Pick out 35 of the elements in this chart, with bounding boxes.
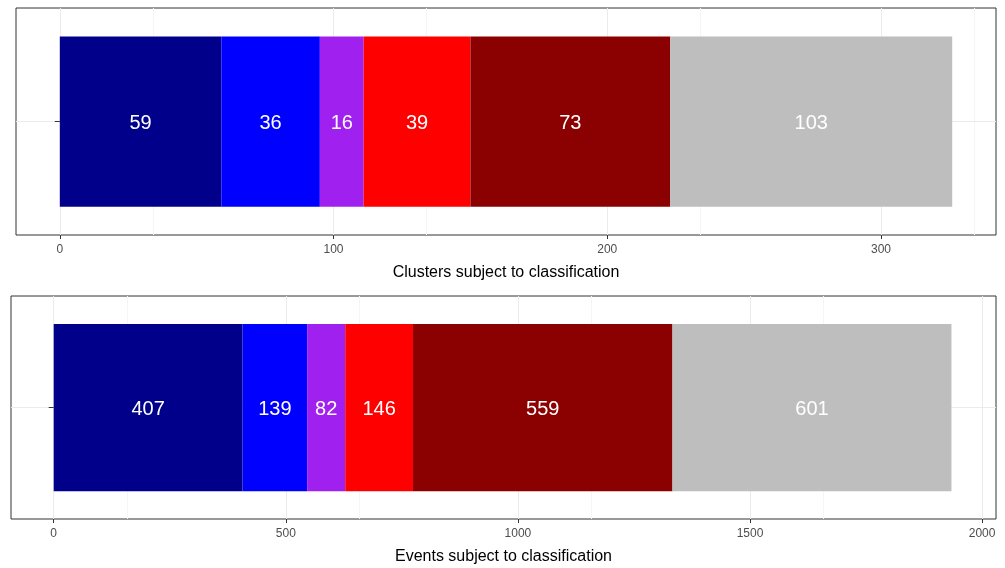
bar [319,36,364,207]
x-tick-label: 0 [50,526,58,540]
x-tick-label: 200 [597,242,618,256]
x-axis-title: Events subject to classification [395,546,612,564]
bar [470,36,671,207]
data-label: 601 [795,396,829,419]
bar [412,323,673,492]
bar [363,36,471,207]
x-tick-label: 1000 [504,526,532,540]
data-label: 407 [131,396,165,419]
data-label: 16 [330,110,353,133]
x-tick-label: 0 [56,242,64,256]
bar [221,36,320,207]
x-tick-label: 1500 [736,526,764,540]
data-label: 39 [405,110,429,133]
x-tick-label: 300 [871,242,892,256]
bar [345,323,413,492]
bar [59,36,222,207]
bar [672,323,952,492]
x-axis-title: Clusters subject to classification [392,262,620,280]
bar [242,323,308,492]
x-tick-label: 100 [323,242,344,256]
bar [670,36,953,207]
data-label: 139 [258,396,292,419]
data-label: 103 [794,110,828,133]
data-label: 146 [362,396,396,419]
data-label: 59 [129,110,152,133]
x-tick-label: 2000 [968,526,996,540]
data-label: 36 [259,110,282,133]
data-label: 73 [559,110,582,133]
data-label: 559 [526,396,560,419]
bar [53,323,243,492]
x-tick-label: 500 [275,526,297,540]
bar [307,323,346,492]
data-label: 82 [315,396,338,419]
